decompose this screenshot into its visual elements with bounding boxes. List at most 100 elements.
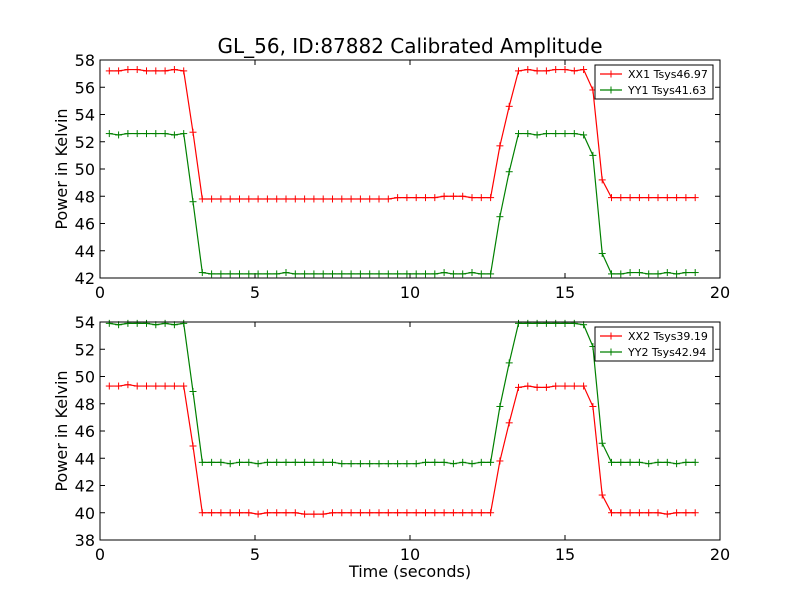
data-point xyxy=(394,194,402,202)
data-point xyxy=(673,270,681,278)
data-point xyxy=(375,509,383,517)
data-point xyxy=(124,66,132,74)
data-point xyxy=(673,509,681,517)
data-point xyxy=(422,509,429,517)
data-point xyxy=(384,195,392,203)
data-point xyxy=(366,509,374,517)
data-point xyxy=(663,510,671,518)
data-point xyxy=(217,509,225,517)
data-point xyxy=(217,270,225,278)
data-point xyxy=(161,130,169,138)
data-point xyxy=(691,269,699,277)
data-point xyxy=(654,458,662,466)
x-tick-label: 10 xyxy=(400,283,420,302)
data-point xyxy=(515,130,522,138)
axes-frame xyxy=(99,321,721,541)
y-tick-label: 56 xyxy=(75,78,95,97)
bottom-panel: 0 5 10 15 20 38 40 42 44 46 48 50 52 54 Power in Kelvi… xyxy=(52,313,730,581)
data-point xyxy=(282,269,290,277)
data-point xyxy=(431,270,439,278)
data-point xyxy=(384,270,392,278)
data-point xyxy=(338,270,346,278)
data-point xyxy=(189,387,197,395)
data-point xyxy=(608,458,615,466)
data-point xyxy=(654,270,662,278)
x-axis-label: Time (seconds) xyxy=(348,562,471,581)
data-point xyxy=(236,458,243,466)
data-point xyxy=(440,192,448,200)
data-point xyxy=(673,460,681,468)
data-point xyxy=(673,194,681,202)
data-point xyxy=(245,270,253,278)
y-tick-label: 50 xyxy=(75,160,95,179)
data-point xyxy=(161,319,169,327)
data-point xyxy=(598,439,606,447)
data-point xyxy=(115,67,123,75)
data-point xyxy=(570,319,578,327)
data-point xyxy=(375,270,383,278)
data-point xyxy=(143,130,150,138)
data-point xyxy=(254,510,262,518)
y-tick-label: 54 xyxy=(75,313,95,332)
data-point xyxy=(663,458,671,466)
y-tick-label: 42 xyxy=(75,269,95,288)
x-tick-label: 10 xyxy=(400,545,420,564)
data-point xyxy=(449,192,457,200)
data-point xyxy=(654,194,662,202)
data-point xyxy=(682,458,690,466)
data-point xyxy=(105,130,113,138)
data-point xyxy=(198,509,206,517)
data-point xyxy=(682,509,690,517)
data-point xyxy=(505,102,513,110)
data-point xyxy=(282,509,290,517)
data-point xyxy=(338,509,346,517)
data-point xyxy=(505,359,513,367)
data-point xyxy=(626,458,634,466)
data-point xyxy=(366,270,374,278)
data-point xyxy=(412,194,420,202)
data-point xyxy=(236,195,243,203)
data-point xyxy=(394,270,402,278)
data-point xyxy=(254,460,262,468)
data-point xyxy=(273,509,281,517)
data-point xyxy=(124,381,132,389)
data-point xyxy=(496,142,504,150)
data-point xyxy=(487,270,495,278)
data-point xyxy=(384,509,392,517)
data-point xyxy=(542,67,550,75)
data-point xyxy=(561,130,569,138)
data-point xyxy=(487,458,495,466)
legend-box xyxy=(594,326,714,362)
data-point xyxy=(263,270,271,278)
data-point xyxy=(133,382,141,390)
data-point xyxy=(431,509,439,517)
data-point xyxy=(347,460,355,468)
data-point xyxy=(561,319,569,327)
data-point xyxy=(319,458,327,466)
legend-item: YY1 Tsys41.63 xyxy=(600,84,706,97)
y-tick-label: 48 xyxy=(75,395,95,414)
data-point xyxy=(170,382,178,390)
data-point xyxy=(208,458,216,466)
data-point xyxy=(152,130,160,138)
data-point xyxy=(347,195,355,203)
data-point xyxy=(496,213,504,221)
data-point xyxy=(403,460,411,468)
data-point xyxy=(143,319,150,327)
data-point xyxy=(273,270,281,278)
data-point xyxy=(356,195,364,203)
data-point xyxy=(115,382,123,390)
data-point xyxy=(487,509,495,517)
data-point xyxy=(645,270,653,278)
x-tick-label: 20 xyxy=(710,283,730,302)
data-point xyxy=(263,458,271,466)
data-point xyxy=(477,458,485,466)
data-point xyxy=(208,509,216,517)
data-point xyxy=(505,419,513,427)
data-point xyxy=(533,67,541,75)
data-point xyxy=(440,269,448,277)
data-point xyxy=(635,458,643,466)
data-point xyxy=(375,460,383,468)
data-point xyxy=(524,66,532,74)
